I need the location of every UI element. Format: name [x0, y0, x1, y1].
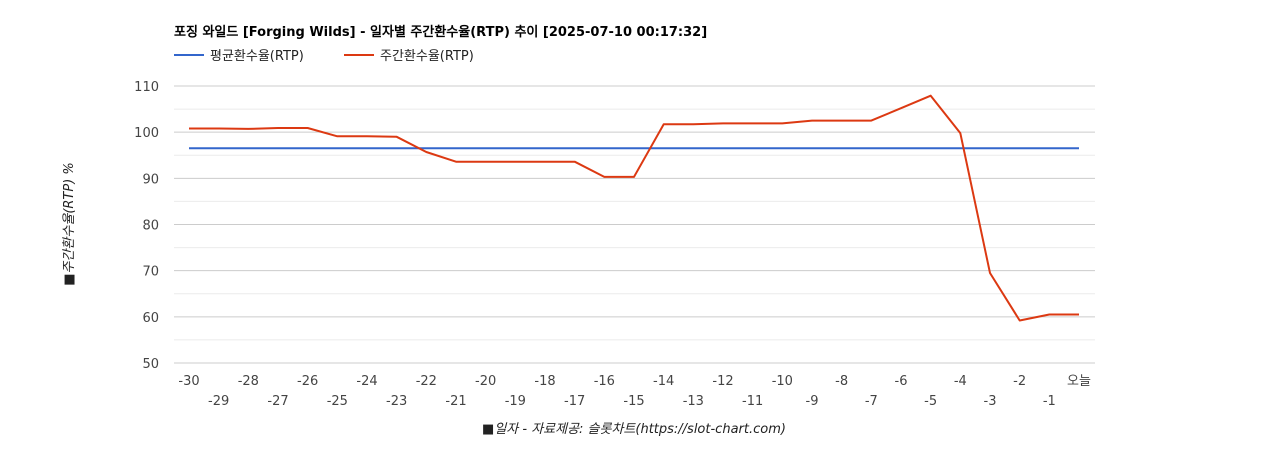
y-tick-label: 60	[142, 311, 159, 326]
x-tick-label: -5	[924, 394, 937, 409]
legend-label-average: 평균환수율(RTP)	[210, 49, 304, 64]
y-tick-label: 70	[142, 265, 159, 280]
x-tick-label: -3	[984, 394, 997, 409]
x-tick-label: -15	[623, 394, 644, 409]
x-tick-label: -7	[865, 394, 878, 409]
x-tick-label: -24	[356, 374, 377, 389]
x-tick-label: -23	[386, 394, 407, 409]
y-tick-label: 50	[142, 357, 159, 372]
series-lines	[189, 94, 1079, 322]
y-axis-title: ■주간환수율(RTP) %	[62, 162, 77, 286]
y-tick-label: 80	[142, 219, 159, 234]
x-axis-title: ■일자 - 자료제공: 슬롯차트(https://slot-chart.com)	[482, 422, 786, 437]
x-tick-label: -22	[416, 374, 437, 389]
x-tick-label: -21	[445, 394, 466, 409]
x-tick-label: -8	[835, 374, 848, 389]
x-tick-label: 오늘	[1067, 374, 1091, 389]
x-tick-label: -26	[297, 374, 318, 389]
y-tick-label: 110	[134, 80, 159, 95]
x-tick-label: -29	[208, 394, 229, 409]
x-tick-label: -4	[954, 374, 967, 389]
legend-item-weekly[interactable]: 주간환수율(RTP)	[344, 49, 474, 64]
legend-label-weekly: 주간환수율(RTP)	[380, 49, 474, 64]
x-tick-label: -14	[653, 374, 674, 389]
legend: 평균환수율(RTP) 주간환수율(RTP)	[174, 49, 474, 64]
legend-item-average[interactable]: 평균환수율(RTP)	[174, 49, 304, 64]
x-tick-label: -12	[712, 374, 733, 389]
x-tick-label: -1	[1043, 394, 1056, 409]
x-axis-ticks: -30-29-28-27-26-25-24-23-22-21-20-19-18-…	[178, 374, 1091, 409]
chart-title: 포징 와일드 [Forging Wilds] - 일자별 주간환수율(RTP) …	[174, 24, 707, 40]
series-line-weekly[interactable]	[189, 94, 1079, 322]
x-tick-label: -17	[564, 394, 585, 409]
x-tick-label: -19	[505, 394, 526, 409]
x-tick-label: -9	[806, 394, 819, 409]
x-tick-label: -13	[683, 394, 704, 409]
y-tick-label: 90	[142, 172, 159, 187]
x-tick-label: -30	[178, 374, 199, 389]
x-tick-label: -10	[772, 374, 793, 389]
x-tick-label: -11	[742, 394, 763, 409]
x-tick-label: -28	[238, 374, 259, 389]
y-axis-ticks: 50 60 70 80 90 100 110	[134, 80, 159, 372]
x-tick-label: -18	[534, 374, 555, 389]
x-tick-label: -27	[267, 394, 288, 409]
x-tick-label: -20	[475, 374, 496, 389]
x-tick-label: -6	[895, 374, 908, 389]
x-tick-label: -16	[594, 374, 615, 389]
x-tick-label: -25	[327, 394, 348, 409]
y-tick-label: 100	[134, 126, 159, 141]
x-tick-label: -2	[1013, 374, 1026, 389]
